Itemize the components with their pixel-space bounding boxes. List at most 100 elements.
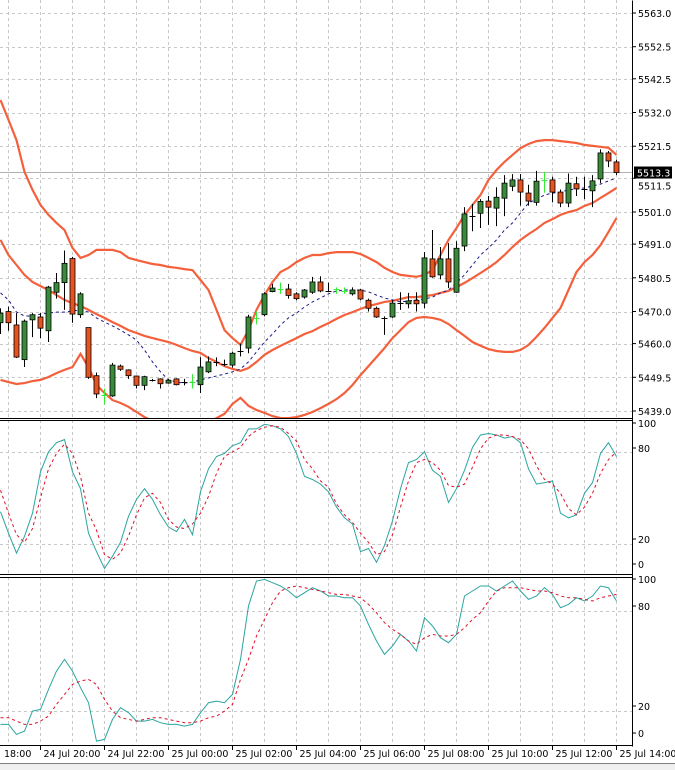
candle xyxy=(189,374,196,389)
candle xyxy=(77,292,84,318)
candle-body-bullish xyxy=(453,247,460,293)
candle xyxy=(517,174,524,206)
candle xyxy=(549,176,556,203)
candle xyxy=(221,359,228,367)
candle-body-bullish xyxy=(533,180,540,203)
price-axis-label: 5521.5 xyxy=(638,142,671,153)
bottom-strip xyxy=(0,764,675,770)
candle xyxy=(165,378,172,384)
time-axis-label: 25 Jul 06:00 xyxy=(364,749,421,760)
candle-body-bullish xyxy=(205,361,212,373)
oscillator-2-axis-label: 20 xyxy=(638,702,650,713)
candle xyxy=(93,372,100,399)
price-axis-label: 5491.0 xyxy=(638,240,671,251)
candle xyxy=(205,356,212,374)
candle-body-bearish xyxy=(549,179,556,193)
candle xyxy=(29,313,36,338)
candle-body-bearish xyxy=(485,200,492,208)
candle-body-bullish xyxy=(509,179,516,187)
candle xyxy=(213,357,220,367)
candle xyxy=(285,283,292,299)
candle xyxy=(525,184,532,206)
candle-body-bullish xyxy=(589,180,596,192)
candle xyxy=(117,364,124,371)
candle-body-bearish xyxy=(413,299,420,305)
candle xyxy=(597,149,604,184)
candle xyxy=(325,282,332,293)
candle xyxy=(533,170,540,206)
bollinger-middle-band xyxy=(0,186,618,373)
candle xyxy=(373,306,380,318)
oscillator-1-axis-label: 0 xyxy=(638,560,644,571)
candle xyxy=(173,378,180,386)
candle-body-bearish xyxy=(69,258,76,315)
candle xyxy=(301,289,308,299)
time-axis-label: 25 Jul 08:00 xyxy=(428,749,485,760)
candle xyxy=(541,171,548,193)
candle-body-bullish xyxy=(421,257,428,304)
oscillator-1-signal-line xyxy=(0,425,617,560)
candle-body-bullish xyxy=(0,312,4,324)
candle-body-bullish xyxy=(109,364,116,397)
candle-body-bullish xyxy=(405,300,412,305)
candle-body-bullish xyxy=(269,287,276,293)
candle xyxy=(557,189,564,208)
candle-body-bullish xyxy=(245,316,252,349)
candle-body-bullish xyxy=(493,196,500,209)
candle xyxy=(349,287,356,296)
time-axis-label: 18:00 xyxy=(4,749,31,760)
candle-body-bullish xyxy=(477,201,484,214)
candle-body-bearish xyxy=(365,299,372,309)
candle xyxy=(61,250,68,310)
candle-body-bearish xyxy=(133,375,140,386)
candle-body-bearish xyxy=(85,327,92,378)
candle xyxy=(13,313,20,359)
time-axis-label: 24 Jul 22:00 xyxy=(108,749,165,760)
candle-body-bearish xyxy=(93,375,100,395)
candle xyxy=(237,343,244,357)
candle xyxy=(333,287,340,294)
oscillator-panel-1[interactable] xyxy=(0,420,632,574)
candle xyxy=(421,252,428,309)
candle xyxy=(197,357,204,394)
candle xyxy=(5,306,12,331)
candle xyxy=(45,285,52,342)
candle-body-bearish xyxy=(429,258,436,278)
price-axis-label: 5542.5 xyxy=(638,75,671,86)
candle-body-bullish xyxy=(565,182,572,204)
candle-body-bearish xyxy=(445,258,452,283)
candle-body-bearish xyxy=(37,316,44,329)
candle-body-bullish xyxy=(389,302,396,318)
candle-body-bullish xyxy=(501,182,508,199)
price-panel[interactable] xyxy=(0,0,632,428)
candle xyxy=(357,289,364,301)
candle xyxy=(317,276,324,293)
candle xyxy=(149,378,156,382)
candle xyxy=(501,175,508,217)
candle xyxy=(277,282,284,294)
candle-body-bullish xyxy=(61,262,68,284)
candle xyxy=(613,159,620,176)
oscillator-panel-2[interactable] xyxy=(0,577,632,745)
candle-body-bullish xyxy=(53,282,60,293)
candle xyxy=(109,362,116,397)
price-axis-label: 5470.0 xyxy=(638,308,671,319)
price-axis-label: 5439.0 xyxy=(638,407,671,418)
candle-body-bearish xyxy=(373,307,380,318)
candle-body-bearish xyxy=(285,288,292,296)
candle-body-bullish xyxy=(165,379,172,384)
candle xyxy=(509,174,516,192)
candle-body-bullish xyxy=(437,258,444,276)
oscillator-2-main-line xyxy=(0,578,617,742)
price-axis-label: 5449.5 xyxy=(638,373,671,384)
candle-body-bullish xyxy=(309,281,316,293)
candle-body-bullish xyxy=(29,314,36,321)
candle-body-bearish xyxy=(357,289,364,300)
candle xyxy=(101,388,108,405)
candle-body-bullish xyxy=(197,366,204,386)
candle-body-bearish xyxy=(525,192,532,202)
candle xyxy=(269,283,276,293)
